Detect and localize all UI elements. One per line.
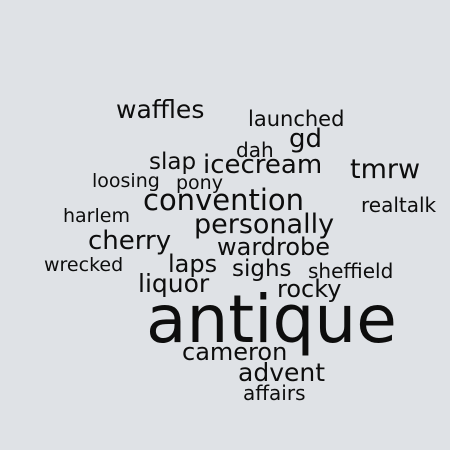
word-antique: antique [146,281,397,358]
word-loosing: loosing [92,170,160,192]
word-slap: slap [149,149,197,175]
word-tmrw: tmrw [350,154,421,185]
word-wrecked: wrecked [44,254,124,276]
word-pony: pony [176,172,223,194]
word-icecream: icecream [203,150,323,180]
word-liquor: liquor [138,269,210,298]
word-harlem: harlem [63,205,130,227]
word-realtalk: realtalk [361,193,437,217]
word-convention: convention [143,183,305,217]
word-advent: advent [238,358,326,387]
word-cameron: cameron [182,338,288,366]
word-affairs: affairs [243,381,306,405]
word-rocky: rocky [277,275,342,303]
word-launched: launched [248,107,345,131]
word-gd: gd [289,124,323,154]
word-personally: personally [194,209,335,240]
word-laps: laps [168,250,218,278]
word-sheffield: sheffield [308,259,394,283]
word-cherry: cherry [88,226,172,256]
word-wardrobe: wardrobe [217,233,331,261]
word-dah: dah [236,138,274,162]
word-waffles: waffles [116,95,205,124]
word-sighs: sighs [232,256,292,282]
